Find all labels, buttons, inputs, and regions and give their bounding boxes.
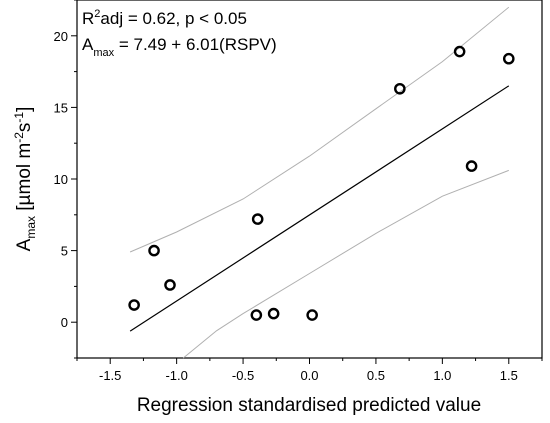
y-axis-title: Amax [µmol m-2s-1] [12, 107, 38, 252]
data-point-9 [453, 45, 466, 58]
y-tick-label-4: 20 [54, 29, 68, 44]
annotation-r2: R2adj = 0.62, p < 0.05 [82, 8, 247, 28]
x-tick-label-4: 0.5 [367, 368, 385, 383]
confidence-lower [182, 169, 509, 359]
confidence-upper [129, 6, 510, 253]
data-point-1 [128, 299, 140, 311]
regression-fit [129, 85, 510, 332]
confidence-band [129, 6, 510, 359]
y-tick-label-1: 5 [61, 244, 68, 259]
data-point-7 [306, 309, 318, 321]
x-tick-label-6: 1.5 [500, 368, 518, 383]
x-tick-label-1: -1.0 [165, 368, 187, 383]
x-axis-ticks: -1.5 -1.0 -0.5 0.0 0.5 1.0 1.5 [76, 358, 543, 383]
data-point-4 [251, 213, 264, 225]
x-tick-label-5: 1.0 [433, 368, 451, 383]
data-point-3 [164, 279, 176, 291]
data-point-10 [465, 160, 478, 172]
y-tick-label-3: 15 [54, 100, 68, 115]
data-points [128, 45, 515, 321]
x-tick-label-3: 0.0 [300, 368, 318, 383]
data-point-2 [148, 244, 160, 257]
y-axis-ticks: 0 5 10 15 20 [54, 0, 77, 359]
x-tick-label-2: -0.5 [232, 368, 254, 383]
y-tick-label-2: 10 [54, 172, 68, 187]
data-point-5 [250, 309, 263, 321]
x-axis-title: Regression standardised predicted value [137, 395, 481, 416]
y-tick-label-0: 0 [61, 315, 68, 330]
annotation-equation: Amax = 7.49 + 6.01(RSPV) [82, 35, 277, 59]
data-point-8 [394, 82, 406, 95]
data-point-6 [267, 307, 280, 320]
fit-line [129, 85, 510, 332]
x-tick-label-0: -1.5 [99, 368, 121, 383]
data-point-11 [502, 52, 515, 65]
